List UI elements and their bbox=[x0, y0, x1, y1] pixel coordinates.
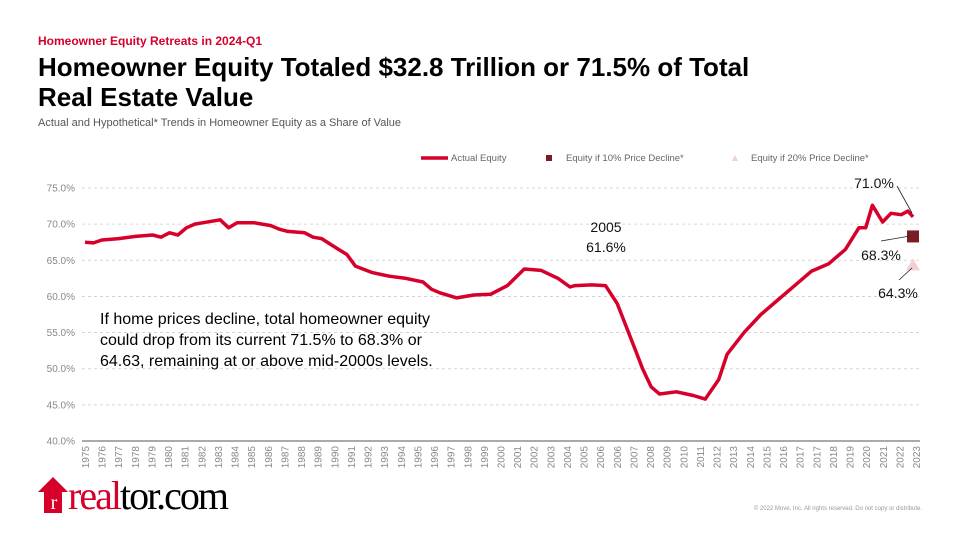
x-tick-label: 2010 bbox=[679, 446, 690, 469]
legend: Actual Equity Equity if 10% Price Declin… bbox=[421, 153, 869, 164]
x-tick-label: 1998 bbox=[463, 446, 474, 469]
x-tick-label: 2023 bbox=[912, 446, 923, 469]
x-tick-label: 1996 bbox=[430, 446, 441, 469]
y-tick-label: 65.0% bbox=[47, 256, 75, 267]
x-tick-label: 2017 bbox=[796, 446, 807, 469]
x-tick-label: 1988 bbox=[297, 446, 308, 469]
x-tick-label: 2017 bbox=[812, 446, 823, 469]
x-tick-label: 1978 bbox=[131, 446, 142, 469]
y-tick-label: 70.0% bbox=[47, 220, 75, 231]
x-tick-label: 1975 bbox=[81, 446, 92, 469]
x-tick-label: 2000 bbox=[497, 446, 508, 469]
annotation-2005-value: 61.6% bbox=[586, 239, 626, 255]
x-tick-label: 2001 bbox=[513, 446, 524, 469]
callout-note: If home prices decline, total homeowner … bbox=[100, 311, 433, 370]
kicker: Homeowner Equity Retreats in 2024-Q1 bbox=[38, 34, 263, 48]
page-title: Homeowner Equity Totaled $32.8 Trillion … bbox=[38, 52, 750, 112]
x-tick-label: 1994 bbox=[397, 446, 408, 469]
x-tick-label: 1997 bbox=[447, 446, 458, 469]
annotation-20pct: 64.3% bbox=[878, 285, 918, 301]
annotations: 2005 61.6% 71.0% 68.3% 64.3% bbox=[586, 175, 918, 301]
y-tick-label: 50.0% bbox=[47, 364, 75, 375]
x-tick-label: 2015 bbox=[762, 446, 773, 469]
x-tick-label: 2007 bbox=[629, 446, 640, 469]
annotation-10pct: 68.3% bbox=[861, 247, 901, 263]
x-tick-label: 1990 bbox=[330, 446, 341, 469]
logo-black: tor.com bbox=[119, 473, 229, 518]
x-tick-label: 2021 bbox=[879, 446, 890, 469]
y-tick-label: 45.0% bbox=[47, 400, 75, 411]
x-tick-label: 2019 bbox=[846, 446, 857, 469]
y-tick-label: 55.0% bbox=[47, 328, 75, 339]
x-tick-label: 1999 bbox=[480, 446, 491, 469]
legend-10pct-swatch bbox=[546, 155, 552, 161]
y-tick-label: 75.0% bbox=[47, 184, 75, 195]
point-10pct-decline bbox=[907, 230, 919, 243]
copyright: © 2022 Move, Inc. All rights reserved. D… bbox=[753, 506, 922, 512]
x-tick-label: 2008 bbox=[646, 446, 657, 469]
x-tick-label: 2022 bbox=[895, 446, 906, 469]
x-tick-label: 2003 bbox=[546, 446, 557, 469]
house-arrow-icon: r bbox=[38, 477, 68, 513]
x-tick-label: 1991 bbox=[347, 446, 358, 469]
annotation-current-leader bbox=[896, 185, 913, 214]
x-tick-label: 2016 bbox=[779, 446, 790, 469]
annotation-20pct-leader bbox=[898, 267, 913, 281]
legend-10pct-label: Equity if 10% Price Decline* bbox=[566, 153, 684, 164]
x-tick-label: 1980 bbox=[164, 446, 175, 469]
x-tick-label: 2020 bbox=[862, 446, 873, 469]
x-tick-label: 1987 bbox=[280, 446, 291, 469]
x-tick-label: 2006 bbox=[596, 446, 607, 469]
x-tick-label: 1977 bbox=[114, 446, 125, 469]
x-tick-label: 2013 bbox=[729, 446, 740, 469]
actual-equity-line bbox=[84, 203, 915, 401]
x-tick-label: 1989 bbox=[314, 446, 325, 469]
svg-text:r: r bbox=[51, 492, 58, 513]
annotation-2005-year: 2005 bbox=[590, 219, 621, 235]
y-tick-label: 60.0% bbox=[47, 292, 75, 303]
x-tick-label: 2014 bbox=[746, 446, 757, 469]
x-tick-label: 1983 bbox=[214, 446, 225, 469]
x-tick-label: 2006 bbox=[613, 446, 624, 469]
x-tick-label: 2005 bbox=[580, 446, 591, 469]
x-tick-label: 2009 bbox=[663, 446, 674, 469]
x-tick-label: 1995 bbox=[413, 446, 424, 469]
legend-actual-label: Actual Equity bbox=[451, 153, 507, 164]
subtitle: Actual and Hypothetical* Trends in Homeo… bbox=[38, 117, 401, 129]
x-tick-label: 2002 bbox=[530, 446, 541, 469]
x-tick-label: 1992 bbox=[364, 446, 375, 469]
realtor-logo: r realtor.com bbox=[38, 473, 229, 518]
legend-20pct-label: Equity if 20% Price Decline* bbox=[751, 153, 869, 164]
x-tick-label: 1984 bbox=[231, 446, 242, 469]
x-tick-label: 2004 bbox=[563, 446, 574, 469]
x-tick-label: 1985 bbox=[247, 446, 258, 469]
annotation-current: 71.0% bbox=[854, 175, 894, 191]
x-tick-label: 2011 bbox=[696, 446, 707, 468]
x-tick-label: 1976 bbox=[98, 446, 109, 469]
x-tick-label: 1986 bbox=[264, 446, 275, 469]
annotation-10pct-leader bbox=[880, 235, 911, 242]
logo-red: real bbox=[68, 473, 122, 518]
point-20pct-decline bbox=[906, 258, 920, 271]
x-tick-label: 2018 bbox=[829, 446, 840, 469]
x-tick-label: 1979 bbox=[147, 446, 158, 469]
x-tick-label: 1993 bbox=[380, 446, 391, 469]
x-tick-label: 1981 bbox=[181, 446, 192, 469]
x-tick-label: 2012 bbox=[713, 446, 724, 469]
y-tick-label: 40.0% bbox=[47, 437, 75, 448]
legend-20pct-swatch bbox=[732, 155, 738, 161]
x-tick-label: 1982 bbox=[197, 446, 208, 469]
